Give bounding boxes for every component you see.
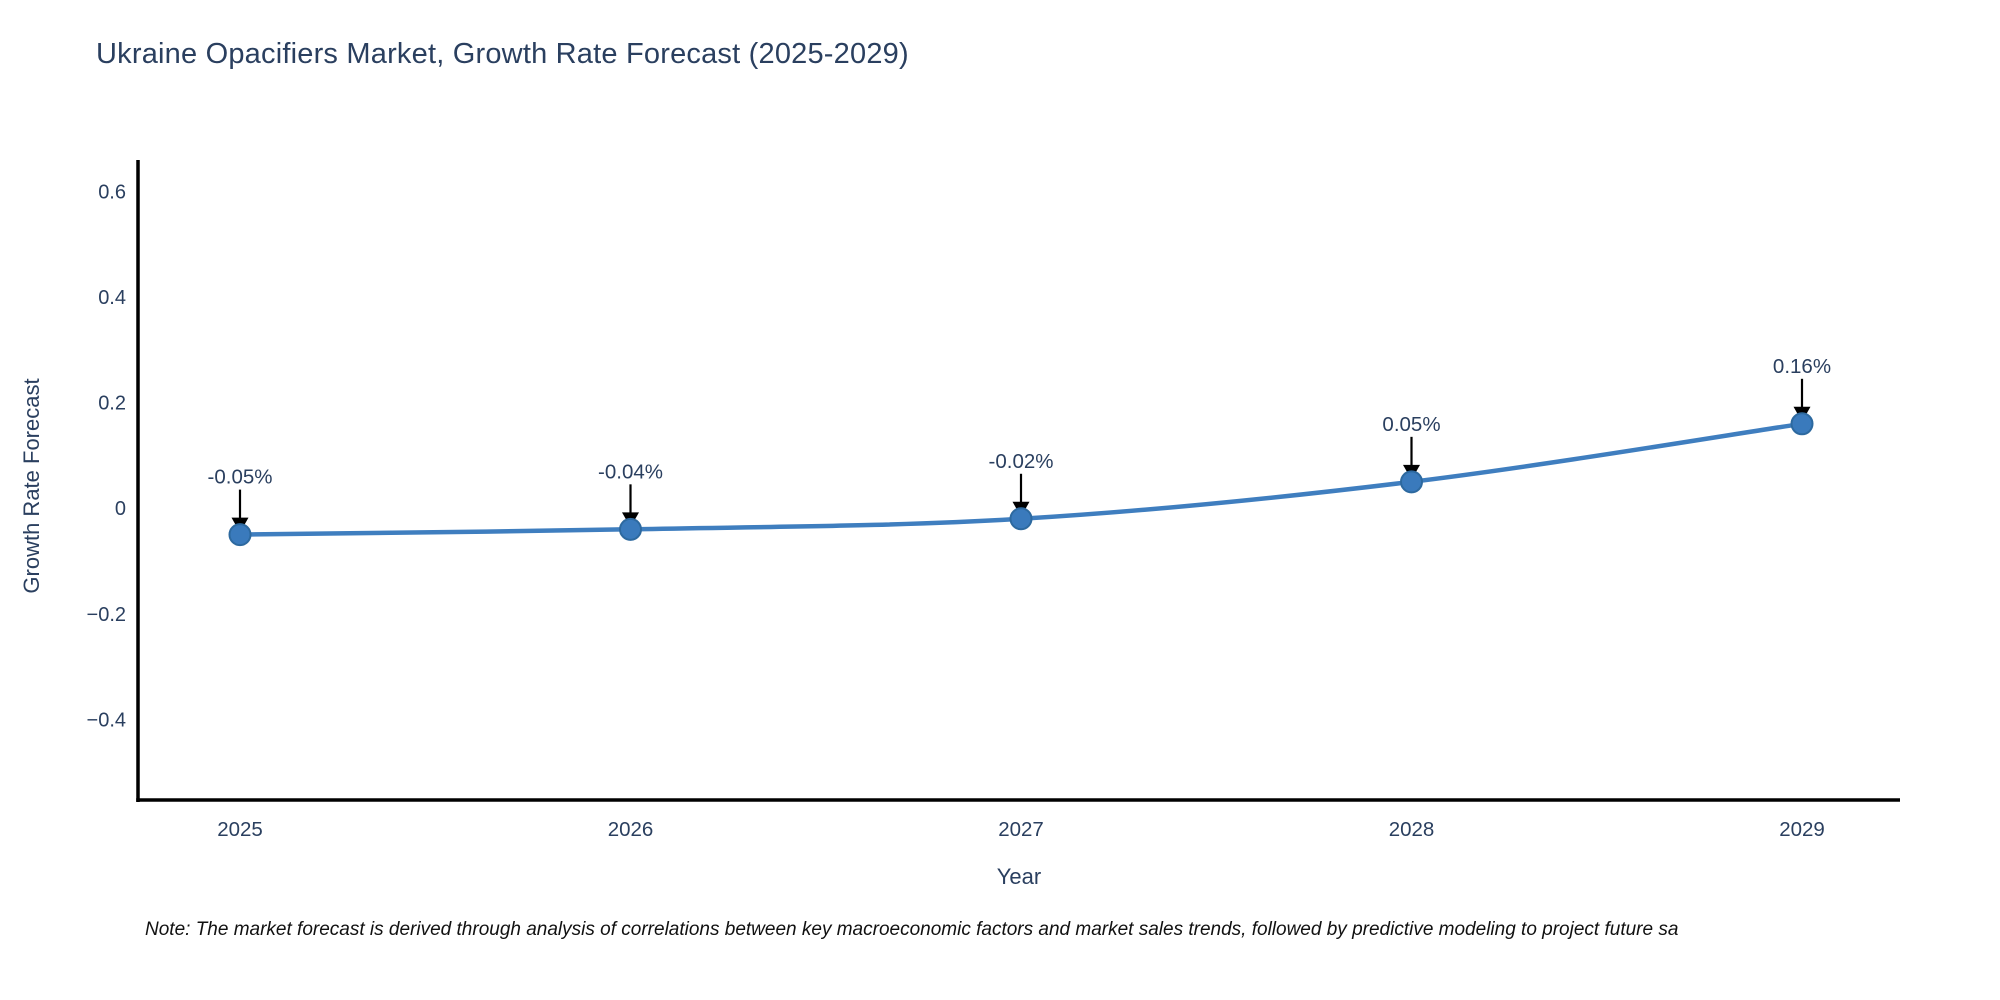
x-tick-label: 2028	[1389, 818, 1435, 841]
x-tick-label: 2027	[998, 818, 1044, 841]
x-tick-label: 2029	[1779, 818, 1825, 841]
data-point-marker	[1790, 412, 1814, 436]
chart-title: Ukraine Opacifiers Market, Growth Rate F…	[96, 38, 909, 70]
annotation-label: 0.05%	[1382, 413, 1440, 436]
y-tick-label: 0.2	[98, 393, 126, 415]
annotation-label: -0.04%	[598, 460, 663, 483]
data-point-marker	[228, 523, 252, 547]
annotation-label: -0.02%	[989, 450, 1054, 473]
x-tick-label: 2025	[217, 818, 263, 841]
y-tick-label: 0.4	[98, 287, 126, 309]
data-point-marker	[619, 517, 642, 541]
y-axis-title: Growth Rate Forecast	[19, 378, 44, 594]
x-tick-label: 2026	[608, 818, 654, 841]
data-point-marker	[1400, 470, 1423, 494]
y-tick-label: 0	[115, 498, 126, 520]
y-tick-label: −0.4	[87, 709, 126, 731]
x-axis-title: Year	[996, 864, 1042, 889]
annotation-label: -0.05%	[208, 466, 273, 489]
annotation-label: 0.16%	[1773, 355, 1831, 378]
footnote: Note: The market forecast is derived thr…	[145, 919, 1679, 940]
y-tick-label: −0.2	[87, 604, 126, 626]
y-tick-label: 0.6	[98, 182, 126, 204]
data-point-marker	[1009, 507, 1033, 531]
